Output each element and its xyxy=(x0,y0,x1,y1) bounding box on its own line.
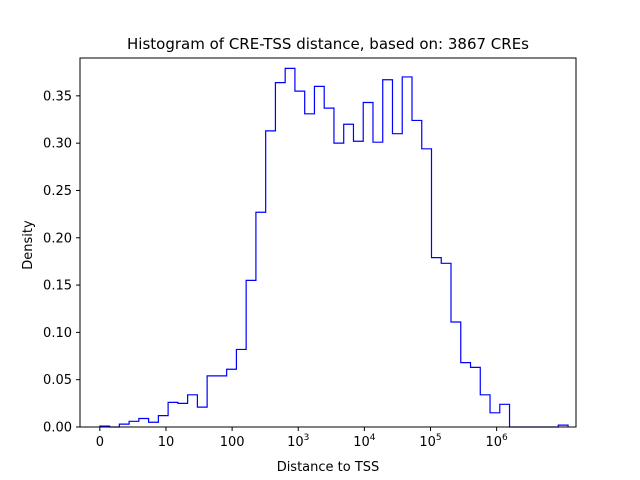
y-tick-label: 0.10 xyxy=(43,326,72,341)
plot-area xyxy=(79,57,577,428)
x-tick-label: 100 xyxy=(220,435,245,450)
x-tick-label: 103 xyxy=(287,433,309,450)
chart-title: Histogram of CRE-TSS distance, based on:… xyxy=(127,35,529,53)
x-tick-label: 10 xyxy=(158,435,175,450)
y-tick-label: 0.20 xyxy=(43,231,72,246)
y-tick-label: 0.35 xyxy=(43,89,72,104)
y-tick-label: 0.30 xyxy=(43,137,72,152)
histogram-step-line xyxy=(99,67,569,428)
y-tick-label: 0.15 xyxy=(43,279,72,294)
axes-frame xyxy=(79,57,577,428)
y-tick-label: 0.25 xyxy=(43,184,72,199)
x-axis-label: Distance to TSS xyxy=(277,460,380,475)
x-tick-label: 0 xyxy=(96,435,104,450)
y-tick-label: 0.05 xyxy=(43,373,72,388)
x-tick-label: 104 xyxy=(353,433,376,450)
x-tick-label: 106 xyxy=(485,433,508,450)
y-axis-label: Density xyxy=(21,220,36,270)
y-axis-ticks: 0.00 0.05 0.10 0.15 0.20 0.25 0.30 0.35 xyxy=(43,89,80,436)
x-tick-label: 105 xyxy=(419,433,441,450)
y-tick-label: 0.00 xyxy=(43,421,72,436)
x-axis-ticks: 0 10 100 103 104 105 106 xyxy=(96,427,508,450)
